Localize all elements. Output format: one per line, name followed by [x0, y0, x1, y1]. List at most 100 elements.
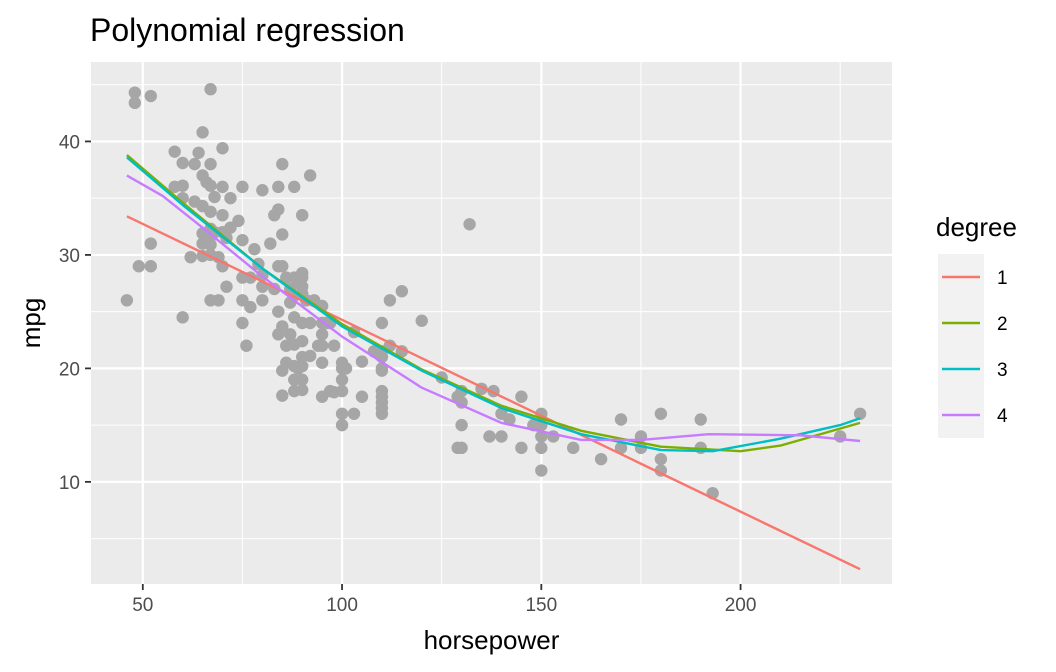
- data-point: [375, 364, 389, 377]
- data-point: [276, 320, 289, 333]
- data-point: [216, 180, 229, 194]
- data-point: [315, 328, 329, 341]
- regression-line-degree-4: [126, 174, 861, 443]
- data-point: [212, 294, 225, 307]
- data-point: [220, 280, 233, 293]
- data-point: [192, 146, 205, 159]
- data-point: [248, 243, 261, 256]
- data-point: [335, 384, 349, 398]
- data-point: [284, 328, 297, 341]
- data-point: [204, 179, 217, 192]
- regression-line-degree-1: [126, 215, 861, 571]
- data-point: [204, 238, 217, 251]
- legend-label: 1: [997, 268, 1008, 289]
- data-point: [236, 233, 249, 247]
- data-point: [296, 271, 309, 284]
- data-point: [144, 89, 157, 103]
- legend-label: 4: [997, 406, 1008, 427]
- data-point: [614, 441, 628, 455]
- data-point: [303, 349, 317, 363]
- data-point: [128, 96, 142, 110]
- data-point: [276, 389, 289, 402]
- x-tick-label: 150: [525, 595, 557, 616]
- data-point: [303, 169, 317, 182]
- data-point: [495, 430, 508, 443]
- data-point: [276, 260, 289, 273]
- data-point: [120, 294, 134, 307]
- data-point: [236, 316, 249, 330]
- data-point: [335, 418, 349, 432]
- legend-label: 2: [997, 314, 1008, 335]
- x-axis: 50 100 150 200: [132, 584, 756, 616]
- data-point: [654, 452, 668, 466]
- legend-title: degree: [936, 212, 1017, 242]
- y-tick-label: 20: [59, 359, 80, 380]
- data-point: [463, 218, 476, 231]
- y-tick-label: 40: [59, 132, 80, 153]
- x-tick-label: 100: [326, 595, 358, 616]
- plot-panel: [91, 62, 892, 584]
- data-point: [515, 441, 528, 455]
- data-point: [383, 294, 397, 307]
- data-point: [515, 390, 528, 403]
- chart-title: Polynomial regression: [90, 12, 405, 48]
- legend: 1 2 3 4: [938, 254, 1008, 438]
- data-point: [375, 316, 389, 330]
- data-point: [296, 208, 309, 222]
- data-point: [315, 339, 329, 352]
- data-point: [240, 339, 253, 352]
- data-point: [375, 407, 389, 420]
- data-point: [272, 203, 285, 216]
- data-point: [184, 250, 197, 264]
- minor-gridlines: [91, 62, 892, 584]
- x-axis-title: horsepower: [424, 625, 560, 655]
- data-point: [654, 407, 668, 420]
- data-point: [355, 355, 369, 368]
- data-point: [566, 441, 580, 455]
- data-point: [303, 316, 317, 330]
- data-point: [315, 356, 329, 369]
- y-axis: 10 20 30 40: [59, 132, 91, 494]
- data-point: [272, 305, 285, 318]
- data-point: [204, 83, 217, 96]
- data-point: [327, 339, 341, 352]
- data-point: [276, 228, 289, 241]
- data-point: [594, 452, 608, 466]
- data-point: [276, 157, 289, 171]
- data-point: [296, 373, 309, 386]
- data-point: [347, 407, 361, 420]
- data-point: [132, 260, 146, 273]
- data-point: [216, 208, 229, 222]
- data-point: [232, 214, 245, 228]
- data-point: [204, 205, 217, 218]
- data-point: [296, 359, 309, 373]
- data-point: [296, 383, 309, 397]
- data-point: [188, 157, 201, 171]
- x-tick-label: 200: [725, 595, 757, 616]
- data-point: [264, 237, 277, 250]
- data-point: [128, 86, 142, 99]
- data-point: [168, 145, 181, 158]
- data-point: [236, 180, 249, 194]
- data-point: [176, 156, 189, 170]
- data-point: [455, 418, 468, 432]
- data-point: [335, 373, 349, 386]
- data-point: [144, 237, 157, 250]
- data-point: [272, 180, 285, 194]
- data-point: [694, 413, 707, 426]
- data-point: [503, 413, 516, 426]
- data-point: [244, 300, 257, 314]
- data-point: [614, 413, 628, 426]
- data-point: [256, 184, 269, 197]
- data-point: [144, 260, 157, 273]
- regression-lines: [126, 154, 861, 571]
- data-point: [339, 362, 353, 375]
- data-point: [483, 430, 496, 443]
- data-point: [256, 294, 269, 307]
- data-point: [535, 464, 548, 477]
- data-point: [535, 430, 548, 443]
- data-point: [176, 311, 189, 324]
- data-point: [224, 191, 237, 205]
